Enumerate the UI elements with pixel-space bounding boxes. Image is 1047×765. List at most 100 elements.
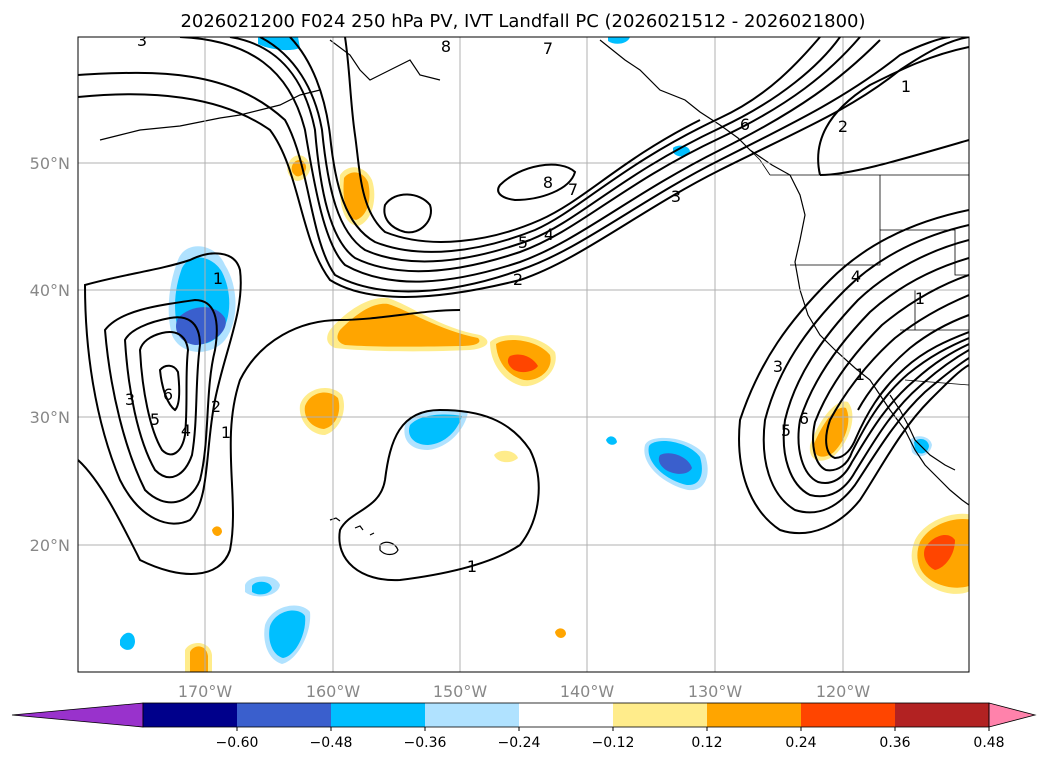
coastline-na: [599, 39, 969, 506]
anomaly-neg: [673, 145, 690, 157]
anomaly-pos: [212, 526, 222, 536]
island: [379, 541, 399, 556]
contour-label: 4: [544, 225, 554, 244]
island: [329, 517, 341, 522]
island: [369, 532, 375, 536]
anomaly-pos: [304, 392, 340, 429]
anomaly-pos: [507, 354, 538, 373]
colorbar-swatch: [707, 703, 802, 727]
lat-tick-label: 20°N: [30, 536, 70, 555]
colorbar-tick-label: 0.48: [973, 735, 1004, 751]
map-border: [77, 36, 970, 673]
colorbar-swatch: [895, 703, 990, 727]
contour-8-closed: [497, 163, 577, 202]
colorbar-extend-max: [988, 702, 1037, 728]
lat-tick-label: 50°N: [30, 154, 70, 173]
contour-1-cutoff: [83, 252, 242, 525]
contour-label: 1: [915, 289, 925, 308]
lat-tick-labels: 50°N 40°N 30°N 20°N: [30, 154, 70, 555]
contour-4-cutoff: [138, 331, 190, 456]
contour-3-cutoff: [123, 316, 202, 479]
hawaii: [329, 517, 399, 556]
contour-7-right: [857, 314, 969, 411]
coastline-baja: [889, 394, 956, 471]
anomaly-neg: [269, 610, 306, 658]
colorbar-tick-label: −0.60: [216, 735, 259, 751]
contour-label: 1: [221, 423, 231, 442]
contour-label: 8: [543, 173, 553, 192]
contour-label: 5: [518, 233, 528, 252]
contour-3-right: [782, 239, 969, 498]
contour-2-cutoff: [103, 298, 218, 504]
contour-label: 1: [855, 365, 865, 384]
lon-tick-label: 150°W: [433, 682, 488, 701]
colorbar-swatch: [801, 703, 896, 727]
contour-6-right: [825, 294, 969, 460]
contour-4: [229, 37, 861, 273]
contour-label: 2: [211, 397, 221, 416]
lon-tick-label: 160°W: [306, 682, 361, 701]
contour-2b: [819, 139, 969, 176]
colorbar-tick-label: 0.36: [879, 735, 910, 751]
anomaly-neg: [606, 436, 617, 445]
contour-label: 4: [851, 267, 861, 286]
anomaly-neg: [175, 307, 226, 345]
anomaly-neg: [252, 581, 272, 595]
contour-6: [289, 37, 821, 253]
anomaly-neg: [608, 37, 630, 44]
lon-tick-label: 170°W: [178, 682, 233, 701]
anomaly-pos: [494, 450, 518, 463]
colorbar-extend-min: [11, 702, 144, 728]
borders: [749, 149, 969, 386]
contour-label: 1: [467, 557, 477, 576]
colorbar-tick-label: −0.24: [498, 735, 541, 751]
colorbar-tick-label: −0.48: [310, 735, 353, 751]
map-title: 2026021200 F024 250 hPa PV, IVT Landfall…: [180, 11, 865, 32]
colorbar-swatch: [331, 703, 426, 727]
island: [354, 525, 364, 531]
colorbar-swatch: [519, 703, 614, 727]
anomaly-pos: [813, 407, 849, 457]
anomaly-pos: [555, 628, 566, 638]
colorbar: −0.60 −0.48 −0.36 −0.24 −0.12 0.12 0.24 0.36 0.4…: [11, 702, 1037, 751]
anomaly-pos: [337, 303, 480, 347]
anomaly-neg: [120, 632, 135, 650]
contour-5: [259, 37, 841, 263]
contour-labels: 1 6 5 3 4 2 1 1 2 5 4 3 7 8 7 8 3 6 2 1 …: [125, 37, 925, 576]
lon-tick-label: 120°W: [816, 682, 871, 701]
border-states: [790, 229, 969, 276]
colorbar-tick-label: −0.12: [592, 735, 635, 751]
colorbar-tick-label: 0.12: [691, 735, 722, 751]
contour-label: 7: [543, 39, 553, 58]
contour-3: [179, 37, 881, 283]
contour-label: 1: [901, 77, 911, 96]
colorbar-tick-label: 0.24: [785, 735, 816, 751]
anomaly-pos: [190, 646, 208, 672]
contour-6-cutoff: [158, 364, 181, 412]
lat-tick-label: 30°N: [30, 408, 70, 427]
coastlines: [99, 39, 969, 506]
contour-closed: [383, 193, 432, 234]
contour-label: 5: [150, 410, 160, 429]
contour-2-right: [762, 224, 969, 514]
coastline-alaska: [329, 39, 441, 81]
contour-4-right: [797, 257, 969, 484]
contour-1-right: [738, 209, 969, 535]
contour-label: 3: [671, 187, 681, 206]
colorbar-border: [142, 702, 990, 728]
pv-contours: [78, 37, 969, 582]
contour-label: 7: [568, 180, 578, 199]
colorbar-swatch: [425, 703, 520, 727]
contour-7: [344, 37, 701, 243]
contour-label: 2: [838, 117, 848, 136]
contour-label: 4: [181, 421, 191, 440]
anomaly-pos: [924, 534, 955, 570]
colorbar-tick-label: −0.36: [404, 735, 447, 751]
colorbar-swatch: [237, 703, 332, 727]
map-content: 1 6 5 3 4 2 1 1 2 5 4 3 7 8 7 8 3 6 2 1 …: [78, 37, 969, 672]
lon-tick-label: 130°W: [688, 682, 743, 701]
contour-label: 3: [773, 357, 783, 376]
shaded-anomalies: [120, 37, 969, 672]
anomaly-neg: [408, 414, 462, 445]
